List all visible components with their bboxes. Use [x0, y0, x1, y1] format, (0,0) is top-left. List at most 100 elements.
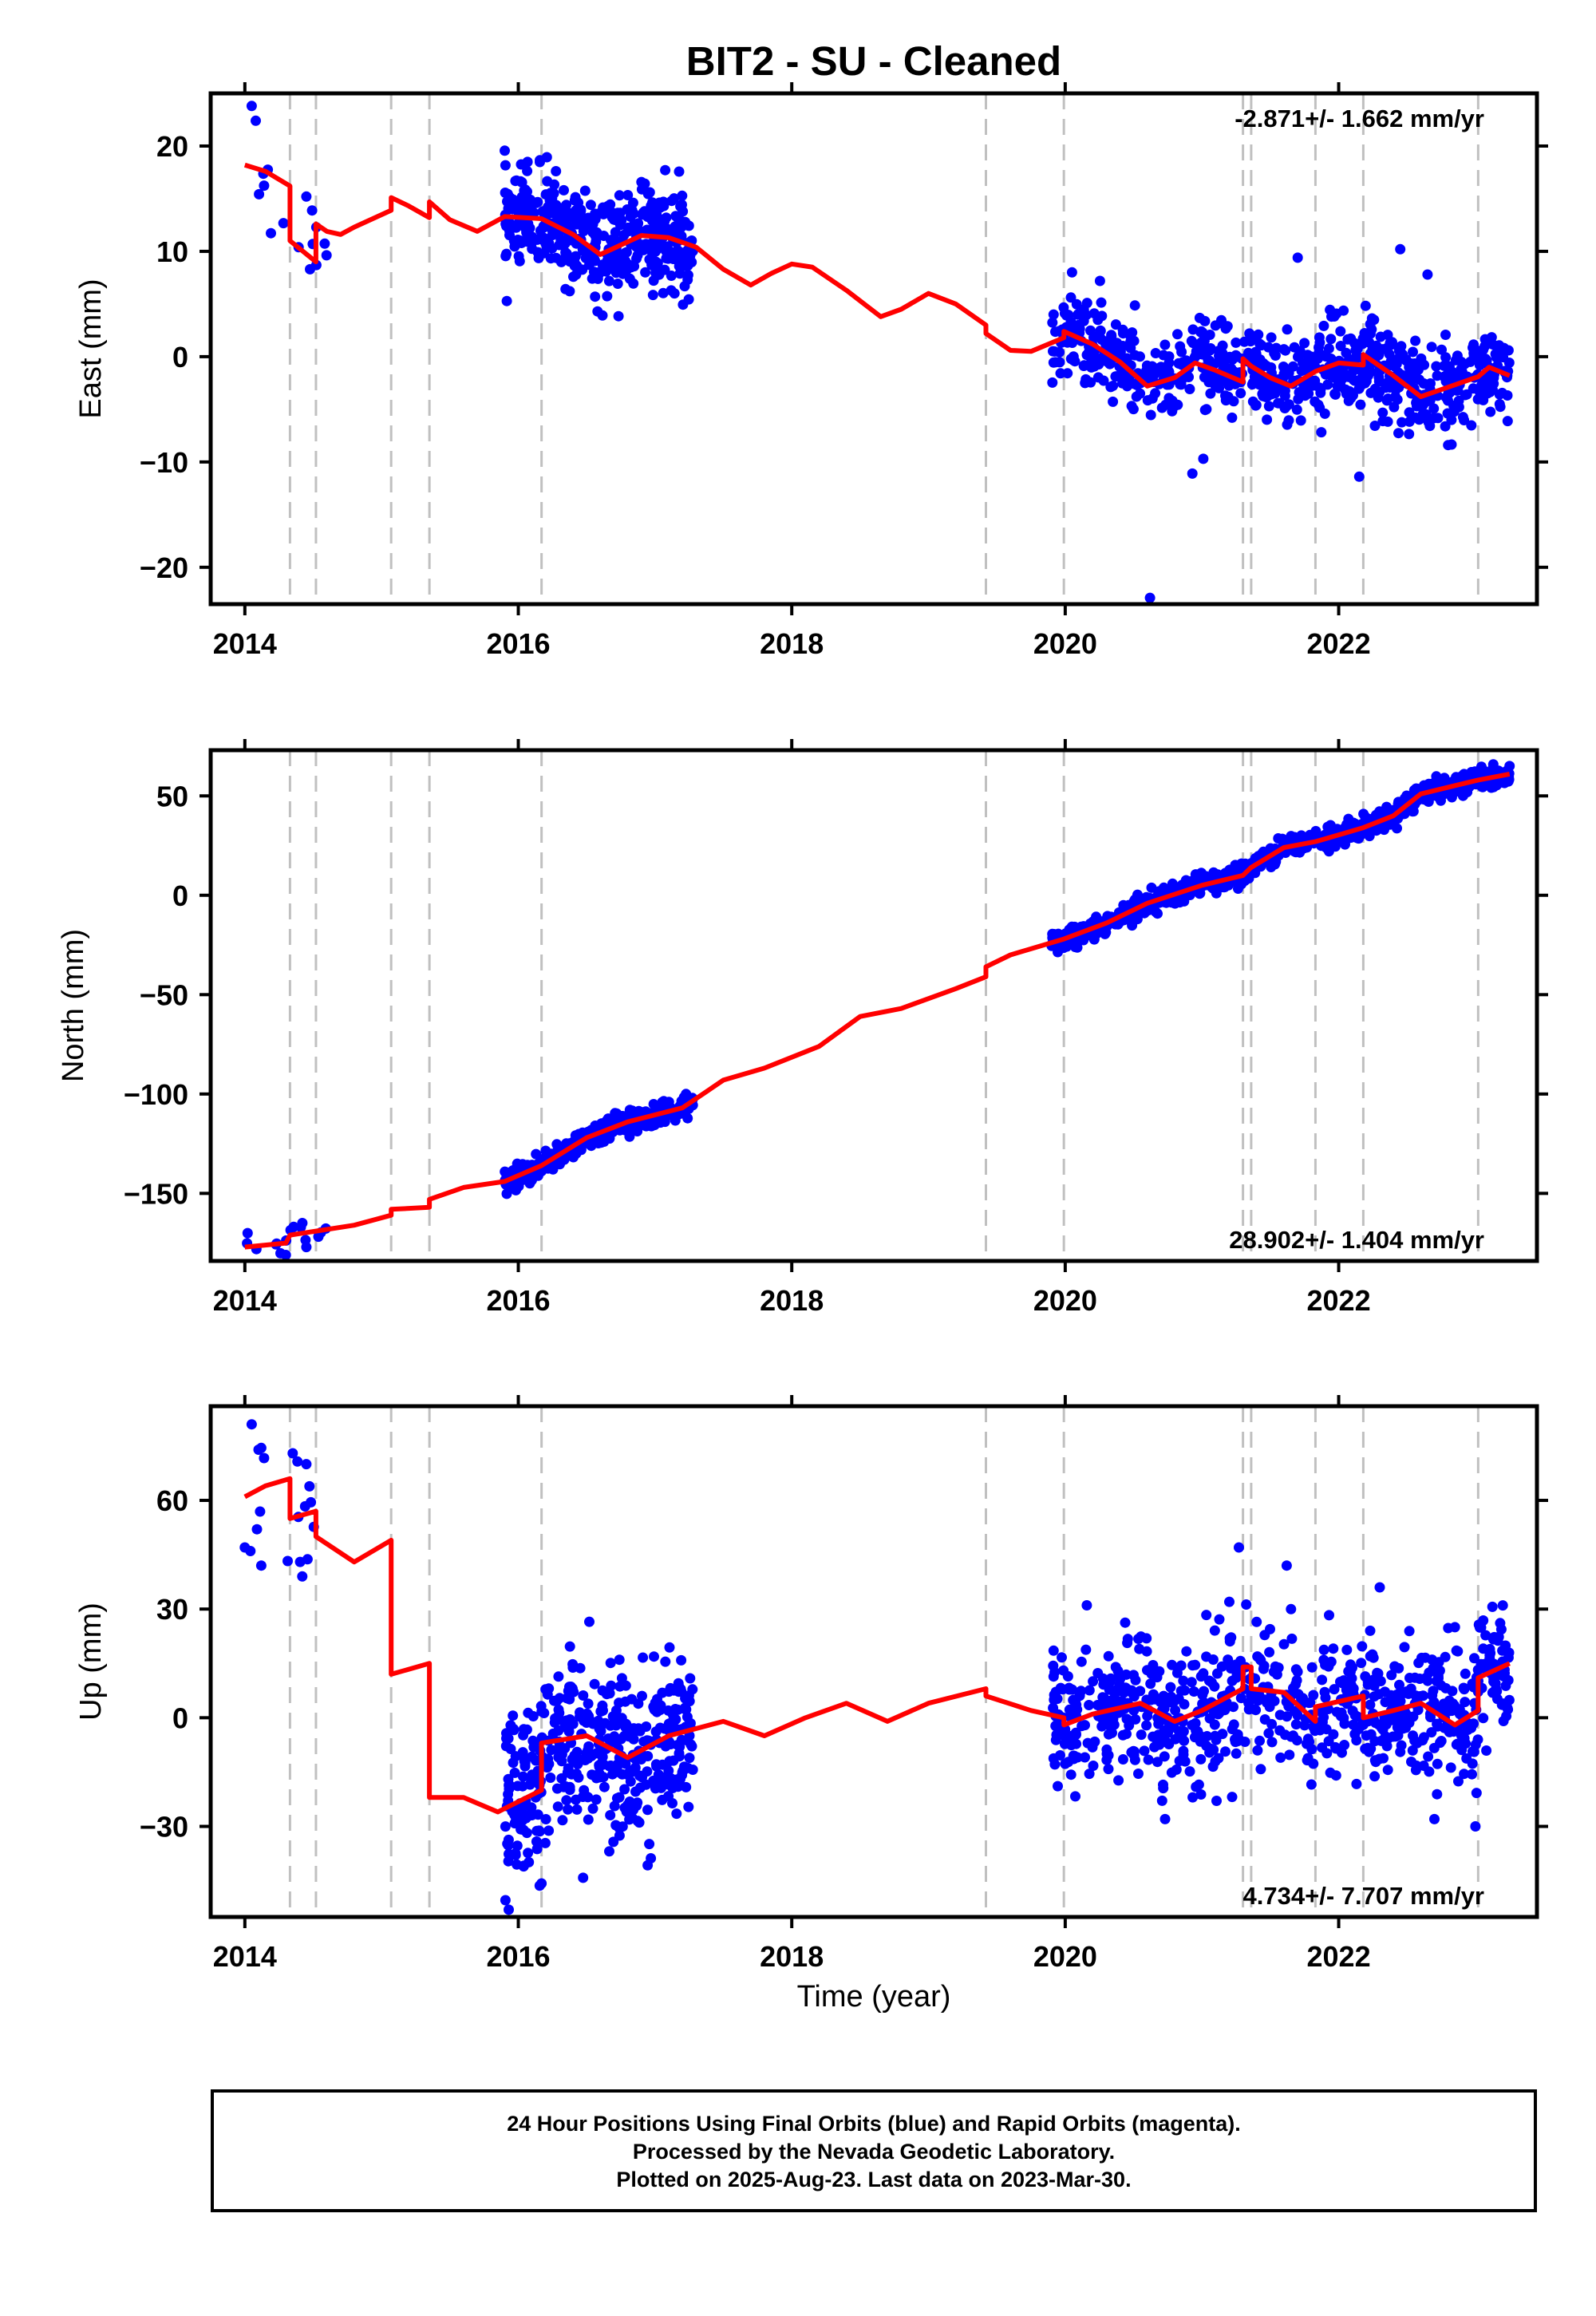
data-point — [677, 190, 688, 201]
data-point — [1436, 1736, 1447, 1746]
data-point — [1186, 1677, 1197, 1688]
data-point — [239, 1542, 251, 1553]
data-point — [1101, 356, 1112, 367]
data-point — [1210, 320, 1221, 331]
data-point — [1495, 1618, 1506, 1629]
data-point — [259, 180, 270, 192]
data-point — [1220, 362, 1231, 373]
data-point — [1440, 421, 1451, 432]
data-point — [1476, 1622, 1487, 1633]
data-point — [504, 1904, 514, 1915]
data-point — [523, 1856, 535, 1867]
data-point — [660, 164, 671, 176]
data-point — [1283, 399, 1294, 410]
data-point — [1388, 1731, 1399, 1742]
data-point — [663, 1705, 674, 1716]
data-point — [1382, 416, 1393, 427]
data-point — [677, 247, 688, 259]
data-point — [1065, 1711, 1075, 1722]
data-point — [1299, 1720, 1310, 1731]
data-point — [1148, 1689, 1159, 1700]
data-point — [650, 1759, 662, 1770]
data-point — [1478, 1713, 1489, 1724]
data-point — [618, 254, 630, 265]
data-point — [1357, 1641, 1368, 1652]
data-point — [254, 188, 265, 200]
plot-area-east — [243, 93, 1515, 604]
data-point — [620, 1680, 631, 1691]
data-point — [587, 227, 598, 238]
data-point — [545, 1773, 556, 1783]
data-point — [561, 1795, 572, 1806]
data-point — [1274, 1709, 1286, 1721]
data-point — [1280, 345, 1291, 356]
data-point — [510, 1848, 521, 1859]
data-point — [1380, 1697, 1391, 1708]
x-tick-label: 2022 — [1307, 1284, 1371, 1317]
data-point — [1331, 308, 1342, 319]
data-point — [297, 1571, 308, 1582]
data-point — [543, 1825, 555, 1836]
data-point — [1135, 351, 1145, 362]
data-point — [501, 248, 512, 259]
data-point — [1201, 404, 1212, 415]
data-point — [595, 1706, 606, 1717]
x-tick-label: 2022 — [1307, 1940, 1371, 1973]
data-point — [1292, 1709, 1303, 1721]
data-point — [1129, 894, 1140, 905]
data-point — [1426, 342, 1437, 353]
data-point — [583, 1814, 594, 1825]
data-point — [1292, 1666, 1303, 1678]
data-point — [1475, 387, 1485, 397]
data-point — [500, 160, 511, 171]
data-point — [642, 188, 654, 200]
data-point — [1391, 1690, 1402, 1701]
data-point — [624, 1814, 635, 1825]
data-point — [1287, 361, 1298, 372]
data-point — [681, 1711, 693, 1722]
data-point — [1331, 366, 1342, 377]
data-point — [606, 1680, 617, 1691]
data-point — [663, 1791, 674, 1802]
data-point — [1468, 1746, 1479, 1757]
data-point — [613, 310, 624, 322]
data-point — [1494, 389, 1505, 400]
data-point — [500, 145, 510, 156]
data-point — [647, 290, 658, 301]
data-point — [583, 1792, 594, 1803]
data-point — [1357, 333, 1369, 344]
data-point — [1187, 468, 1198, 479]
data-point — [1213, 1753, 1224, 1764]
data-point — [1353, 1724, 1364, 1735]
data-point — [1377, 407, 1389, 418]
data-point — [1466, 420, 1477, 431]
data-point — [1348, 817, 1359, 828]
rate-label-north: 28.902+/- 1.404 mm/yr — [1229, 1226, 1484, 1254]
data-point — [1047, 377, 1058, 388]
data-point — [1084, 1685, 1095, 1696]
data-point — [1098, 375, 1109, 386]
data-point — [1386, 339, 1397, 350]
data-point — [1071, 1738, 1082, 1749]
data-point — [685, 1739, 697, 1750]
data-point — [253, 1445, 264, 1455]
data-point — [1443, 395, 1453, 406]
data-point — [302, 1554, 313, 1565]
data-point — [1178, 1675, 1189, 1686]
data-point — [1472, 1734, 1483, 1745]
data-point — [1204, 345, 1215, 356]
data-point — [246, 1419, 257, 1430]
data-point — [1254, 1735, 1265, 1746]
data-point — [1209, 1625, 1220, 1636]
y-tick-label: 20 — [156, 130, 188, 163]
data-point — [1187, 338, 1199, 349]
data-point — [609, 1800, 620, 1812]
data-point — [1279, 385, 1290, 397]
data-point — [520, 1812, 531, 1824]
data-point — [547, 230, 558, 241]
data-point — [1231, 1748, 1242, 1759]
data-point — [676, 1654, 687, 1666]
x-tick-label: 2020 — [1033, 1940, 1097, 1973]
data-point — [1370, 1755, 1381, 1766]
data-point — [1480, 1630, 1491, 1641]
